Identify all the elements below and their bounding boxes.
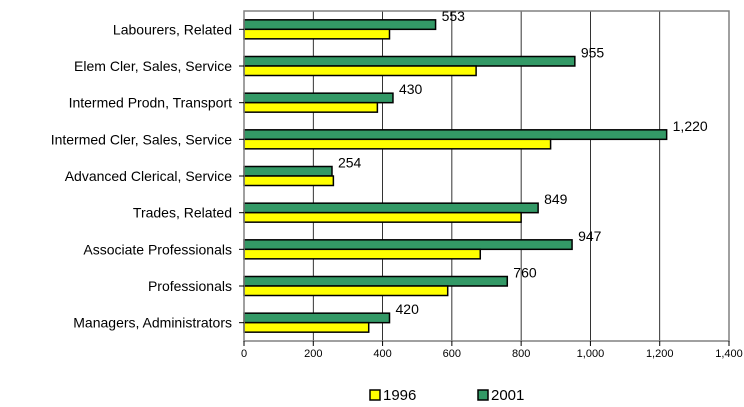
category-label: Labourers, Related	[113, 21, 232, 37]
x-tick-label: 800	[512, 348, 530, 360]
bar-2001	[243, 202, 539, 214]
data-labels: 553 955 430 1,220 254 849 947 760 420	[338, 8, 708, 317]
x-tick-label: 400	[373, 348, 391, 360]
data-label-2001: 430	[399, 81, 423, 97]
x-tick-label: 1,200	[646, 348, 674, 360]
category-label: Elem Cler, Sales, Service	[74, 58, 232, 74]
bar-1996	[243, 285, 449, 297]
category-label: Managers, Administrators	[73, 315, 232, 331]
data-label-2001: 1,220	[673, 118, 708, 134]
legend-swatch-2001	[477, 389, 489, 401]
legend: 1996 2001	[369, 387, 524, 404]
category-label: Intermed Cler, Sales, Service	[51, 131, 233, 147]
bar-1996	[243, 248, 482, 260]
data-label-2001: 849	[544, 191, 568, 207]
bar-1996	[243, 138, 552, 150]
category-label: Professionals	[148, 278, 232, 294]
data-label-2001: 947	[578, 228, 602, 244]
bar-2001	[243, 92, 394, 104]
bar-1996	[243, 28, 391, 40]
x-tick-label: 600	[443, 348, 461, 360]
bar-2001	[243, 165, 333, 177]
x-axis-ticks: 0 200 400 600 800 1,000 1,200 1,400	[241, 341, 743, 360]
data-label-2001: 553	[442, 8, 466, 24]
x-tick-label: 1,000	[577, 348, 605, 360]
x-tick-label: 1,400	[715, 348, 743, 360]
data-label-2001: 420	[396, 301, 420, 317]
data-label-2001: 254	[338, 155, 362, 171]
bar-1996	[243, 321, 370, 333]
bar-2001	[243, 19, 437, 31]
bar-1996	[243, 101, 379, 113]
category-label: Associate Professionals	[83, 241, 232, 257]
x-tick-label: 200	[304, 348, 322, 360]
bar-2001	[243, 129, 668, 141]
x-tick-label: 0	[241, 348, 247, 360]
bar-2001	[243, 312, 391, 324]
legend-swatch-1996	[369, 389, 381, 401]
bar-1996	[243, 211, 522, 223]
bar-1996	[243, 175, 335, 187]
category-label: Intermed Prodn, Transport	[69, 95, 233, 111]
data-label-2001: 760	[513, 265, 537, 281]
bar-1996	[243, 65, 477, 77]
bar-2001	[243, 55, 576, 67]
category-label: Trades, Related	[133, 205, 232, 221]
category-label: Advanced Clerical, Service	[65, 168, 233, 184]
category-labels: Labourers, Related Elem Cler, Sales, Serv…	[51, 21, 244, 331]
bar-2001	[243, 239, 573, 251]
legend-label-2001: 2001	[491, 387, 524, 404]
data-label-2001: 955	[581, 45, 605, 61]
bar-2001	[243, 275, 509, 287]
legend-label-1996: 1996	[383, 387, 416, 404]
